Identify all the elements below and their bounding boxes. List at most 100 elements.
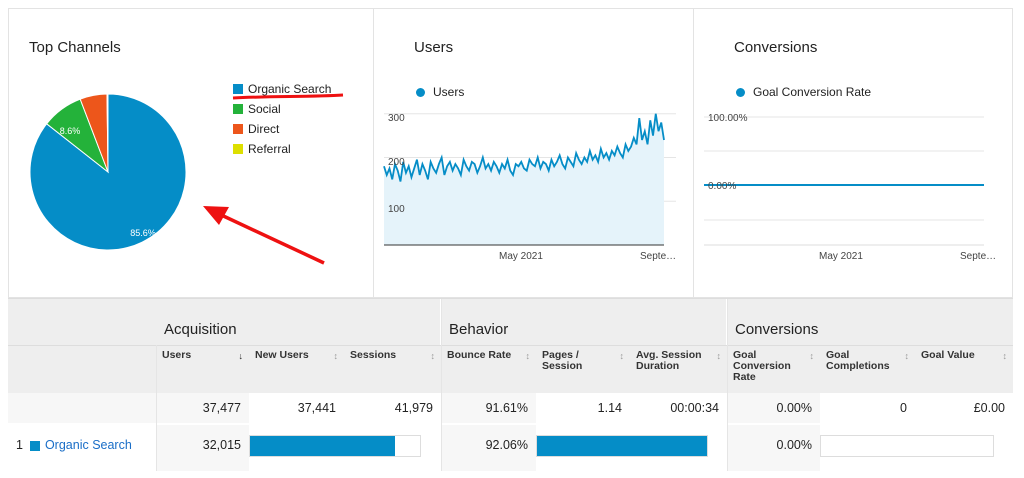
sort-icon[interactable]: ↕ xyxy=(1002,351,1008,361)
row-conv-rate: 0.00% xyxy=(727,425,820,471)
column-header[interactable]: Sessions ↕ xyxy=(344,345,441,393)
total-cell: 0.00% xyxy=(727,393,820,423)
row-users: 32,015 xyxy=(156,425,249,471)
conversions-ytick: 100.00% xyxy=(708,113,748,124)
sort-icon[interactable]: ↕ xyxy=(430,351,436,361)
group-acquisition: Acquisition xyxy=(156,299,440,345)
users-legend: Users xyxy=(416,85,464,99)
column-header-label: Users xyxy=(162,349,192,361)
column-header[interactable]: Bounce Rate ↕ xyxy=(441,345,536,393)
users-chart xyxy=(383,113,676,246)
users-ytick: 200 xyxy=(388,157,405,168)
legend-item: Referral xyxy=(233,142,291,156)
users-line xyxy=(383,113,665,182)
conversions-xtick: May 2021 xyxy=(819,251,863,262)
total-cell: 00:00:34 xyxy=(670,401,719,415)
users-legend-dot xyxy=(416,87,425,97)
pie-data-label: 8.6% xyxy=(60,126,81,136)
totals-label xyxy=(8,393,156,423)
conversions-ytick: 0.00% xyxy=(708,181,737,192)
conv-bar-track xyxy=(820,435,994,457)
sort-icon[interactable]: ↓ xyxy=(238,351,244,361)
total-cell: £0.00 xyxy=(973,401,1005,415)
column-header[interactable]: Avg. Session Duration ↕ xyxy=(630,345,727,393)
legend-label: Referral xyxy=(248,142,291,156)
conversions-title: Conversions xyxy=(734,39,818,56)
users-panel: Users Users 300 200 100 May 2021 Septe… xyxy=(373,8,694,298)
channel-link[interactable]: Organic Search xyxy=(44,438,132,452)
divider xyxy=(727,299,728,471)
conversions-legend-dot xyxy=(736,87,745,97)
sort-icon[interactable]: ↕ xyxy=(525,351,531,361)
pie-data-label: 85.6% xyxy=(130,228,156,238)
legend-label: Social xyxy=(248,102,281,116)
total-cell: 37,477 xyxy=(156,393,249,423)
legend-item: Direct xyxy=(233,122,279,136)
users-bar-track xyxy=(249,435,421,457)
column-header-label: Goal Conversion Rate xyxy=(733,349,791,383)
legend-label: Organic Search xyxy=(248,82,332,96)
legend-item: Social xyxy=(233,102,281,116)
users-title: Users xyxy=(414,39,454,56)
legend-swatch-icon xyxy=(233,104,243,114)
group-conversions: Conversions xyxy=(727,299,1013,345)
row-channel-cell: 1 Organic Search xyxy=(8,425,156,471)
column-header-label: Goal Value xyxy=(921,349,975,361)
legend-swatch-icon xyxy=(233,84,243,94)
bounce-bar-fill xyxy=(537,436,707,456)
top-channels-pie: 85.6% 8.6% xyxy=(29,93,187,251)
sort-icon[interactable]: ↕ xyxy=(333,351,339,361)
total-cell: 0 xyxy=(900,401,907,415)
legend-swatch-icon xyxy=(233,124,243,134)
top-channels-panel: Top Channels 85.6% 8.6% Organic Search Soc… xyxy=(8,8,374,298)
conversions-legend-label: Goal Conversion Rate xyxy=(753,85,872,99)
legend-item: Organic Search xyxy=(233,82,331,96)
annotation-arrow xyxy=(203,206,325,265)
channel-color-icon xyxy=(29,441,40,451)
conversions-xtick: Septe… xyxy=(960,251,997,262)
column-header-label: Bounce Rate xyxy=(447,349,512,361)
group-label: Conversions xyxy=(735,321,819,338)
conversions-panel: Conversions Goal Conversion Rate 100.00%… xyxy=(693,8,1013,298)
users-ytick: 100 xyxy=(388,204,405,215)
users-bar-fill xyxy=(250,436,395,456)
divider xyxy=(441,299,442,471)
col-header-blank xyxy=(8,345,156,393)
users-ytick: 300 xyxy=(388,113,405,124)
row-index: 1 xyxy=(16,438,23,452)
sort-icon[interactable]: ↕ xyxy=(716,351,722,361)
sort-icon[interactable]: ↕ xyxy=(619,351,625,361)
total-cell: 91.61% xyxy=(441,393,536,423)
column-header-label: New Users xyxy=(255,349,309,361)
column-header-label: Pages / Session xyxy=(542,349,583,372)
users-area xyxy=(384,113,664,245)
sort-icon[interactable]: ↕ xyxy=(904,351,910,361)
column-header-label: Sessions xyxy=(350,349,397,361)
group-label: Acquisition xyxy=(164,321,237,338)
row-users-bar-cell xyxy=(249,425,441,471)
column-header[interactable]: New Users ↕ xyxy=(249,345,344,393)
column-header[interactable]: Pages / Session ↕ xyxy=(536,345,630,393)
total-cell: 1.14 xyxy=(597,401,622,415)
legend-swatch-icon xyxy=(233,144,243,154)
channels-table: Acquisition Behavior Conversions Users ↓ N… xyxy=(8,298,1013,476)
group-label: Behavior xyxy=(449,321,509,338)
users-legend-label: Users xyxy=(433,85,465,99)
bounce-bar-track xyxy=(536,435,708,457)
sort-icon[interactable]: ↕ xyxy=(809,351,815,361)
column-header[interactable]: Goal Value ↕ xyxy=(915,345,1013,393)
top-channels-title: Top Channels xyxy=(29,39,121,56)
total-cell: 37,441 xyxy=(297,401,336,415)
column-header[interactable]: Goal Completions ↕ xyxy=(820,345,915,393)
row-conv-bar-cell xyxy=(820,425,1013,471)
pie-slice xyxy=(106,93,109,173)
annotation-underline xyxy=(232,93,344,100)
column-header[interactable]: Goal Conversion Rate ↕ xyxy=(727,345,820,393)
row-bounce-bar-cell xyxy=(536,425,726,471)
row-bounce-rate: 92.06% xyxy=(441,425,536,471)
users-xtick: Septe… xyxy=(640,251,677,262)
column-header[interactable]: Users ↓ xyxy=(156,345,249,393)
conversions-chart xyxy=(704,116,984,246)
table-corner xyxy=(8,299,156,345)
legend-label: Direct xyxy=(248,122,280,136)
